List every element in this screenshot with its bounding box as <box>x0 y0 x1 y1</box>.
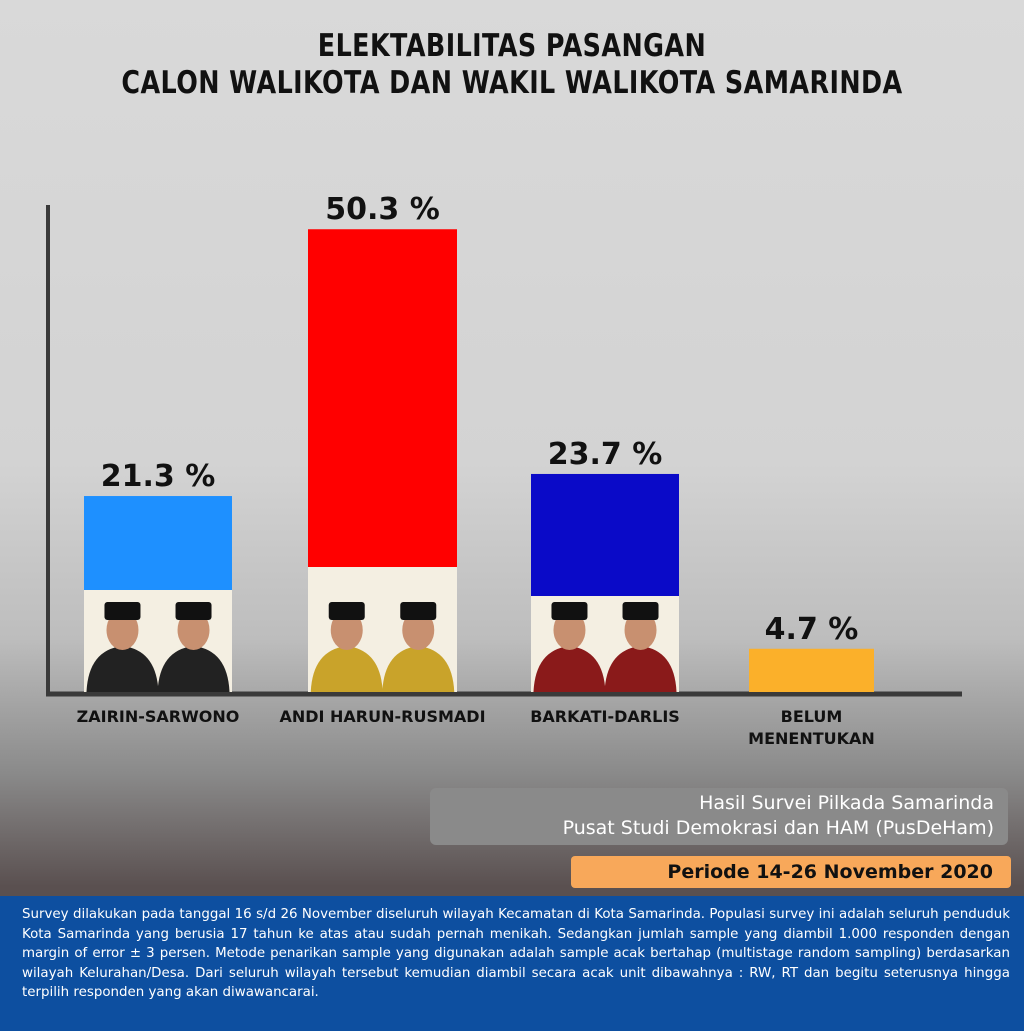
bar <box>749 648 874 692</box>
person-body-icon <box>604 646 677 692</box>
person-body-icon <box>382 646 455 692</box>
peci-cap-icon <box>551 602 588 620</box>
category-label: BELUM <box>781 707 843 726</box>
peci-cap-icon <box>104 602 141 620</box>
bar <box>84 496 232 590</box>
category-label: ANDI HARUN-RUSMADI <box>279 707 485 726</box>
category-label: BARKATI-DARLIS <box>530 707 680 726</box>
peci-cap-icon <box>175 602 212 620</box>
period-badge: Periode 14-26 November 2020 <box>571 856 1011 888</box>
bar-chart: 21.3 % ZAIRIN-SARWONO 50.3 % ANDI HARUN-RUS… <box>46 192 962 748</box>
bar-group: 21.3 % ZAIRIN-SARWONO <box>77 459 240 726</box>
person-body-icon <box>533 646 606 692</box>
methodology-note: Survey dilakukan pada tanggal 16 s/d 26 … <box>0 896 1024 1031</box>
bar <box>531 473 679 596</box>
person-body-icon <box>157 646 230 692</box>
person-body-icon <box>310 646 383 692</box>
data-label: 50.3 % <box>325 192 440 227</box>
source-line-2: Pusat Studi Demokrasi dan HAM (PusDeHam) <box>562 817 994 839</box>
data-label: 23.7 % <box>548 437 663 472</box>
bar-group: 4.7 % BELUM MENENTUKAN <box>748 612 875 748</box>
bar <box>308 229 457 568</box>
peci-cap-icon <box>622 602 659 620</box>
category-label: ZAIRIN-SARWONO <box>77 707 240 726</box>
peci-cap-icon <box>328 602 365 620</box>
chart-title: ELEKTABILITAS PASANGAN CALON WALIKOTA DA… <box>92 28 932 102</box>
source-box: Hasil Survei Pilkada Samarinda Pusat Stu… <box>430 788 1008 845</box>
title-line-2: CALON WALIKOTA DAN WAKIL WALIKOTA SAMARI… <box>121 65 903 101</box>
bar-group: 23.7 % BARKATI-DARLIS <box>530 437 680 726</box>
peci-cap-icon <box>400 602 437 620</box>
bar-group: 50.3 % ANDI HARUN-RUSMADI <box>279 192 485 726</box>
title-line-1: ELEKTABILITAS PASANGAN <box>317 28 707 64</box>
category-label: MENENTUKAN <box>748 729 875 748</box>
person-body-icon <box>86 646 159 692</box>
data-label: 21.3 % <box>101 459 216 494</box>
source-line-1: Hasil Survei Pilkada Samarinda <box>699 792 994 814</box>
data-label: 4.7 % <box>765 612 859 647</box>
